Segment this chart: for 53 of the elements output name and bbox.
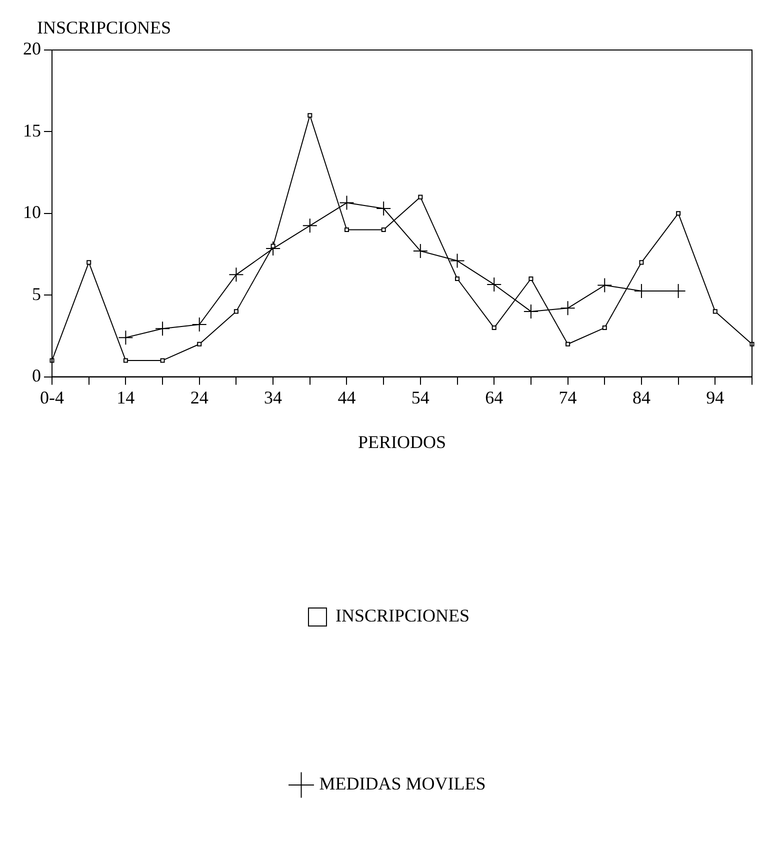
point <box>523 304 538 319</box>
point <box>266 241 281 256</box>
y-tick-label: 20 <box>23 38 41 59</box>
point <box>712 309 718 314</box>
point <box>339 195 354 210</box>
point <box>381 227 386 232</box>
point <box>160 358 165 363</box>
point <box>123 358 128 363</box>
y-tick-label: 15 <box>23 120 41 140</box>
x-tick-label: 64 <box>485 387 504 408</box>
point <box>450 253 465 268</box>
point <box>86 260 92 265</box>
point <box>155 321 170 336</box>
x-tick-label: 14 <box>116 387 135 408</box>
legend-label: MEDIDAS MOVILES <box>319 774 486 794</box>
y-tick-label: 5 <box>32 284 41 304</box>
point <box>197 342 202 346</box>
point <box>308 113 312 118</box>
point <box>192 317 207 332</box>
point <box>412 243 428 258</box>
point <box>750 342 754 346</box>
point <box>639 260 644 265</box>
point <box>418 194 423 200</box>
point <box>602 326 607 330</box>
x-tick-label: 24 <box>190 387 208 408</box>
point <box>118 330 134 346</box>
y-tick-label: 10 <box>23 202 41 222</box>
x-tick-label: 0-4 <box>40 387 64 408</box>
x-tick-label: 74 <box>558 387 577 408</box>
x-axis-title: PERIODOS <box>358 432 446 452</box>
legend-label: INSCRIPCIONES <box>335 606 470 626</box>
point <box>270 244 276 248</box>
point <box>302 218 318 234</box>
point <box>566 342 570 346</box>
point <box>454 276 460 282</box>
point <box>492 326 496 330</box>
point <box>597 278 612 293</box>
point <box>560 300 576 316</box>
point <box>376 201 392 216</box>
point <box>344 227 350 232</box>
y-tick-label: 0 <box>32 366 41 386</box>
point <box>676 211 681 216</box>
point <box>228 267 244 282</box>
x-tick-label: 94 <box>706 387 724 408</box>
point <box>234 309 238 314</box>
point <box>486 276 502 292</box>
x-tick-label: 54 <box>411 387 430 408</box>
point <box>528 276 534 282</box>
y-axis-title: INSCRIPCIONES <box>37 18 172 38</box>
x-tick-label: 84 <box>632 387 650 408</box>
point <box>50 358 54 363</box>
x-tick-label: 44 <box>338 387 356 408</box>
x-tick-label: 34 <box>264 387 282 408</box>
